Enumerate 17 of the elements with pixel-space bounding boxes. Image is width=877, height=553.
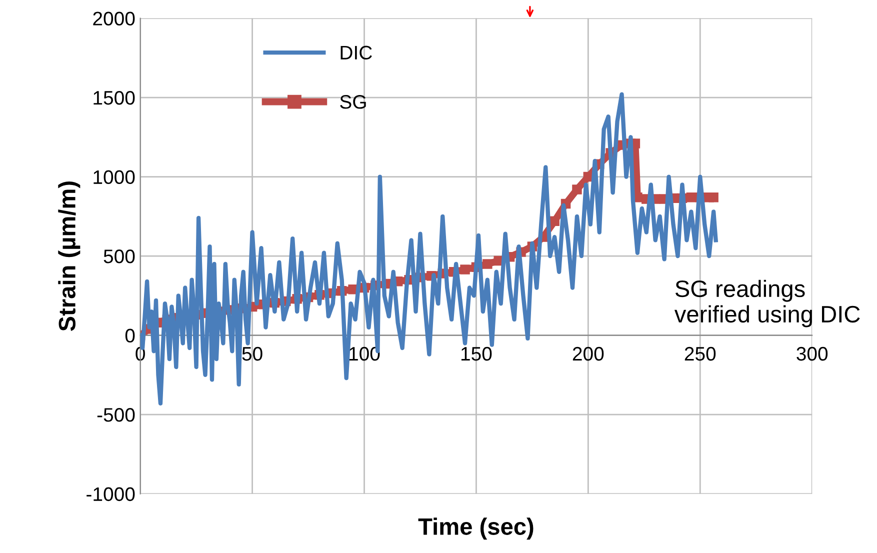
x-tick-label: 150 (461, 346, 492, 361)
y-tick-label: -500 (97, 408, 135, 422)
y-tick-label: 1000 (94, 170, 135, 184)
x-axis-title: Time (sec) (418, 518, 534, 540)
y-tick-label: 0 (125, 328, 135, 343)
y-tick-label: -1000 (86, 487, 135, 502)
legend-label: SG (340, 95, 366, 109)
y-tick-label: 500 (104, 250, 135, 264)
y-tick-label: 2000 (93, 12, 135, 26)
annotation: SG readings verified using DIC (674, 280, 860, 328)
x-tick-label: 50 (242, 346, 262, 361)
y-tick-label: 1500 (94, 90, 135, 105)
y-axis-title: Strain (µm/m) (58, 182, 80, 332)
x-tick-label: 300 (796, 346, 828, 361)
x-tick-label: 200 (572, 346, 604, 361)
x-tick-label: 250 (684, 346, 716, 361)
legend-label: DIC (340, 46, 372, 60)
